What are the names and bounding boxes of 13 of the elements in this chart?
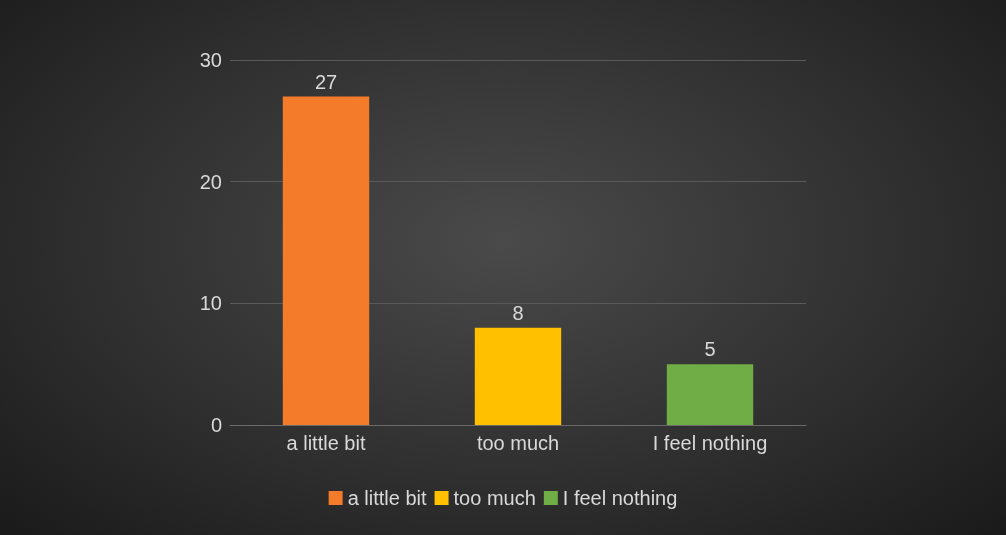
legend-label: too much xyxy=(453,487,536,509)
y-tick-label: 10 xyxy=(199,292,222,315)
y-tick-label: 20 xyxy=(199,170,222,193)
legend-label: I feel nothing xyxy=(562,487,678,509)
y-tick-label: 30 xyxy=(199,49,222,71)
data-label: 27 xyxy=(314,70,338,93)
x-tick-label: too much xyxy=(476,432,560,454)
legend-label: a little bit xyxy=(347,487,428,509)
x-tick-label: a little bit xyxy=(286,432,366,454)
data-label: 5 xyxy=(704,338,716,361)
data-label: 8 xyxy=(512,301,524,324)
y-tick-label: 0 xyxy=(210,414,222,436)
x-tick-label: I feel nothing xyxy=(652,432,768,454)
